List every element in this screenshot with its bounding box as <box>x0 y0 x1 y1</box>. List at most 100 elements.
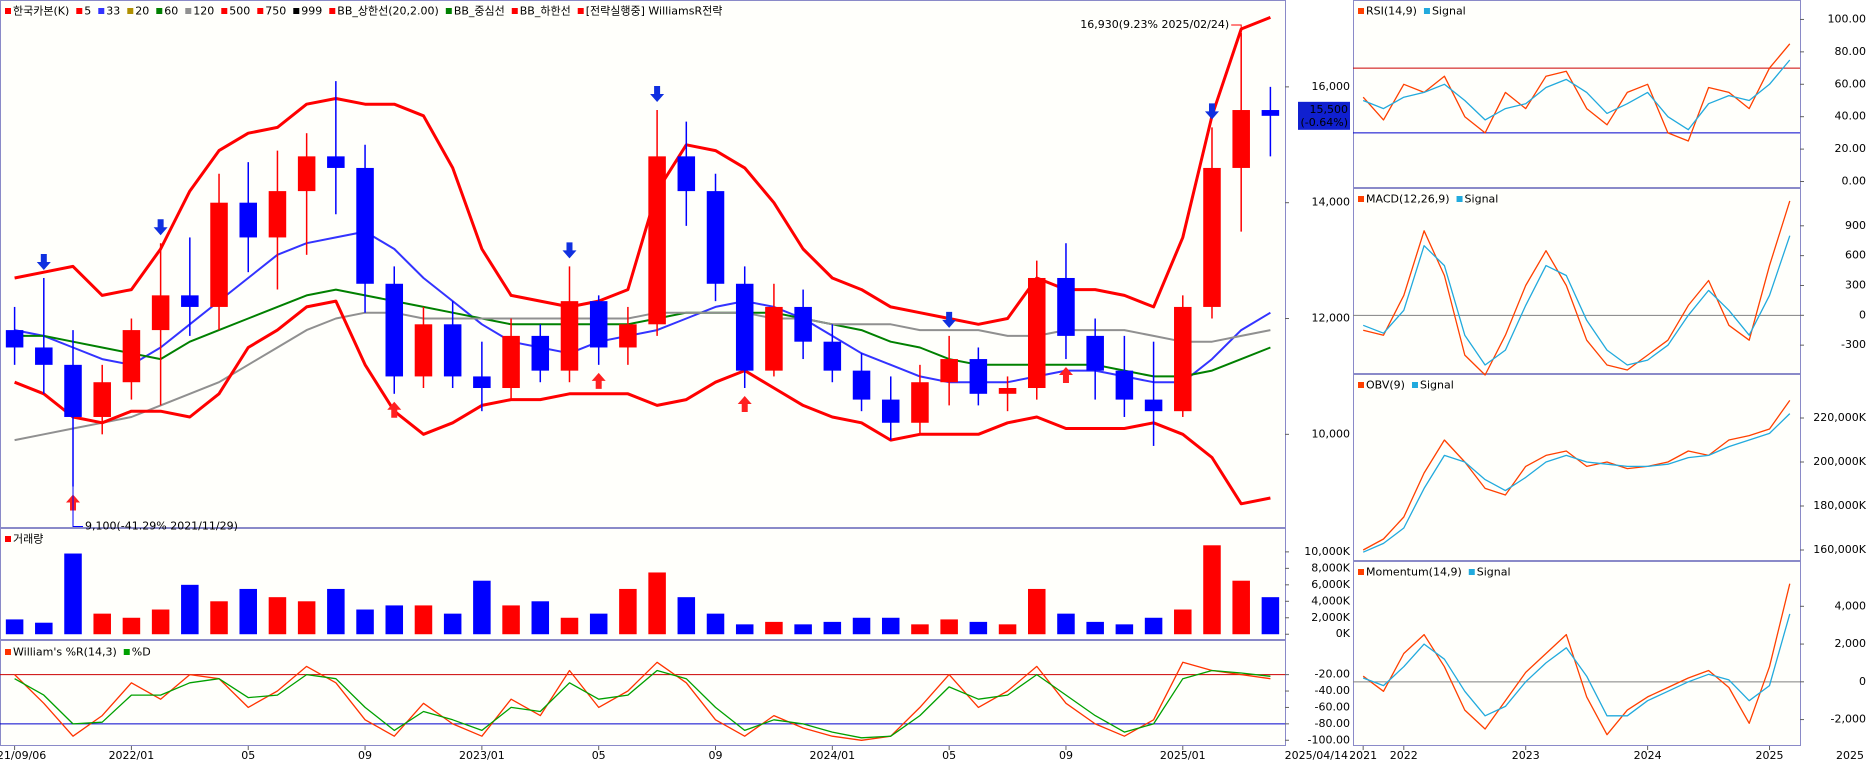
y-tick-label: -100.00 <box>1308 733 1350 746</box>
x-tick-label: 09 <box>358 749 372 762</box>
candle-body <box>940 359 958 383</box>
legend-swatch <box>1456 196 1463 202</box>
volume-bar <box>969 621 988 635</box>
volume-bar <box>181 584 199 635</box>
macd-panel <box>1353 188 1801 374</box>
volume-bar <box>1115 624 1134 635</box>
y-tick-label: 4,000 <box>1835 599 1867 612</box>
volume-bar <box>852 617 871 635</box>
legend-swatch <box>1358 8 1364 14</box>
candle-body <box>560 301 579 371</box>
volume-bar <box>268 597 287 635</box>
volume-bar <box>1057 613 1075 635</box>
last-price-box <box>1298 101 1350 130</box>
legend-swatch <box>445 8 452 14</box>
candle-body <box>998 388 1017 394</box>
legend-swatch <box>98 8 105 14</box>
legend-label: MACD(12,26,9) <box>1366 193 1450 206</box>
legend-swatch <box>1468 569 1475 575</box>
volume-bar <box>677 597 696 635</box>
y-tick-label: 12,000 <box>1312 312 1351 325</box>
sell-signal <box>153 219 168 236</box>
candle-body <box>1086 335 1104 371</box>
legend-label: Signal <box>1465 193 1499 206</box>
volume-bar <box>414 605 433 635</box>
indicator-line <box>1362 583 1791 736</box>
legend-swatch <box>1358 196 1364 202</box>
indicator-line <box>1362 43 1791 142</box>
candle-body <box>64 364 82 417</box>
candle-body <box>502 335 520 389</box>
legend-label: [전략실행중] WilliamsR전략 <box>586 5 723 18</box>
y-tick-label: 180,000K <box>1813 499 1866 512</box>
buy-signal <box>387 401 402 418</box>
candle-body <box>823 341 842 371</box>
candle-body <box>414 324 433 377</box>
volume-bar <box>93 613 111 635</box>
buy-signal <box>737 396 752 413</box>
y-tick-label: 10,000K <box>1304 545 1350 558</box>
y-tick-label: 0K <box>1336 627 1351 640</box>
candle-body <box>648 156 666 325</box>
legend-label: 33 <box>106 5 120 18</box>
indicator-line <box>1362 613 1791 717</box>
candle-body <box>297 156 316 192</box>
candle-body <box>122 330 141 383</box>
legend-swatch <box>156 8 163 14</box>
candle-body <box>881 399 900 423</box>
indicator-line <box>14 661 1271 741</box>
y-tick-label: 220,000K <box>1813 411 1866 424</box>
y-tick-label: 14,000 <box>1312 196 1351 209</box>
y-tick-label: 600 <box>1845 249 1866 262</box>
candle-body <box>239 202 257 238</box>
legend-label: BB_하한선 <box>520 4 571 18</box>
y-tick-label: 160,000K <box>1813 543 1866 556</box>
legend-label: 한국카본(K) <box>13 5 69 18</box>
candle-body <box>151 295 170 331</box>
volume-bar <box>794 624 812 635</box>
rsi-panel <box>1353 0 1801 188</box>
volume-bar <box>706 613 725 635</box>
volume-bar <box>1028 588 1046 635</box>
x-tick-label: 05 <box>592 749 606 762</box>
volume-bar <box>210 601 228 635</box>
x-end-label: 2025 <box>1836 749 1864 762</box>
legend-swatch <box>5 536 11 542</box>
volume-bar <box>1086 621 1104 635</box>
legend-swatch <box>577 8 584 14</box>
x-tick-label: 2023 <box>1512 749 1540 762</box>
candle-body <box>473 376 491 389</box>
candle-body <box>385 283 404 377</box>
volume-bar <box>239 588 257 635</box>
volume-bar <box>5 619 24 635</box>
x-tick-label: 05 <box>942 749 956 762</box>
candle-body <box>589 301 608 348</box>
volume-bar <box>765 621 783 635</box>
candle-body <box>1115 370 1134 400</box>
low-note-leader <box>72 486 84 527</box>
volume-bar <box>911 624 929 635</box>
legend-label: BB_상한선(20,2.00) <box>337 5 439 18</box>
sell-signal <box>1204 103 1219 120</box>
legend-swatch <box>1411 382 1418 388</box>
volume-bar <box>151 609 170 635</box>
legend-label: William's %R(14,3) <box>13 646 117 659</box>
y-tick-label: 60.00 <box>1835 77 1867 90</box>
high-note: 16,930(9.23% 2025/02/24) <box>1080 18 1229 31</box>
y-tick-label: 20.00 <box>1835 142 1867 155</box>
volume-bar <box>356 609 374 635</box>
legend-label: 20 <box>135 5 149 18</box>
volume-bar <box>385 605 404 635</box>
y-tick-label: 10,000 <box>1312 427 1351 440</box>
candle-body <box>35 347 53 365</box>
momentum-panel <box>1353 561 1801 746</box>
legend-swatch <box>257 8 264 14</box>
volume-bar <box>531 601 550 635</box>
candle-body <box>1261 110 1280 116</box>
legend-label: RSI(14,9) <box>1366 5 1417 18</box>
candle-body <box>268 191 287 238</box>
volume-bar <box>940 619 958 635</box>
y-tick-label: 0 <box>1859 675 1866 688</box>
y-tick-label: 2,000 <box>1835 637 1867 650</box>
